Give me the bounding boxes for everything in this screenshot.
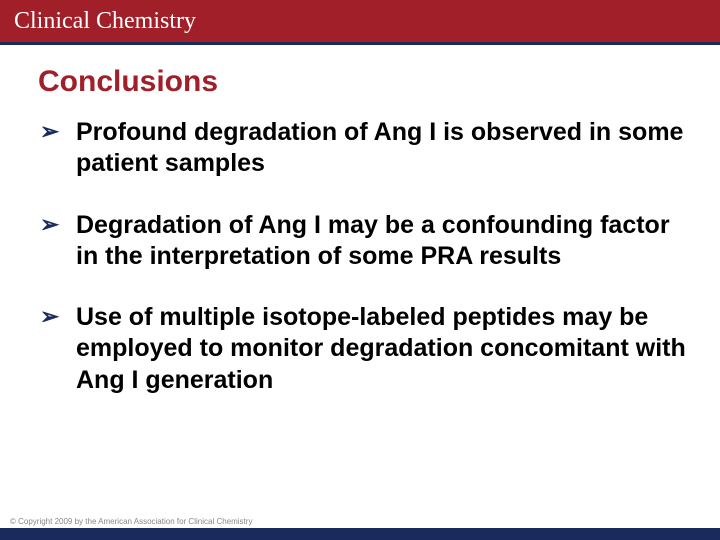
bullet-text: Profound degradation of Ang I is observe… — [76, 118, 683, 177]
header-bar: Clinical Chemistry — [0, 0, 720, 42]
chevron-right-icon: ➢ — [40, 305, 59, 328]
slide-title: Conclusions — [38, 65, 692, 99]
journal-title: Clinical Chemistry — [14, 8, 196, 35]
chevron-right-icon: ➢ — [40, 120, 59, 143]
bullet-item: ➢ Degradation of Ang I may be a confound… — [38, 210, 692, 273]
bullet-text: Degradation of Ang I may be a confoundin… — [76, 211, 670, 270]
copyright-text: © Copyright 2009 by the American Associa… — [10, 517, 252, 526]
bullet-text: Use of multiple isotope-labeled peptides… — [76, 303, 686, 394]
footer-bar — [0, 528, 720, 540]
bullet-list: ➢ Profound degradation of Ang I is obser… — [38, 117, 692, 396]
slide-content: Conclusions ➢ Profound degradation of An… — [0, 45, 720, 396]
bullet-item: ➢ Profound degradation of Ang I is obser… — [38, 117, 692, 180]
bullet-item: ➢ Use of multiple isotope-labeled peptid… — [38, 302, 692, 396]
chevron-right-icon: ➢ — [40, 213, 59, 236]
